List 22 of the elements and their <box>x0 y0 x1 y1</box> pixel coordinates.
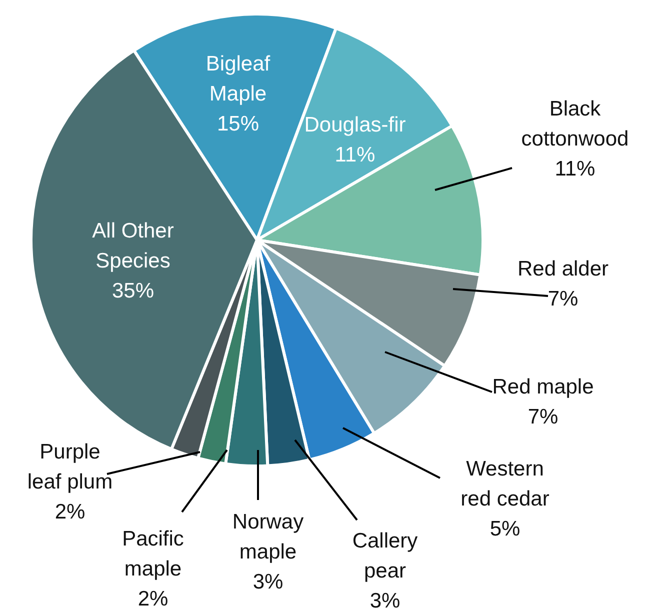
slice-label: Pacific maple <box>122 528 184 581</box>
data-label: 3% <box>252 570 284 594</box>
data-label: 2% <box>54 500 86 524</box>
slice-label: Western red cedar <box>460 458 550 511</box>
slice-label: All Other Species <box>92 220 174 273</box>
data-label: 2% <box>138 588 168 611</box>
slice-label: Red maple <box>492 376 594 399</box>
data-label: 35% <box>112 280 154 303</box>
data-label: 7% <box>548 288 578 311</box>
slice-label: Red alder <box>517 258 609 281</box>
slice-label: Norway maple <box>232 510 304 564</box>
slice-label: Callery pear <box>352 530 418 583</box>
data-label: 7% <box>528 406 558 429</box>
slice-label: Black cottonwood <box>521 98 629 151</box>
data-label: 11% <box>554 158 596 181</box>
data-label: 3% <box>370 590 400 612</box>
slice-label: Douglas-fir <box>304 114 406 137</box>
slice-label: Purple leaf plum <box>27 440 113 494</box>
slice-label: Bigleaf Maple <box>206 52 270 106</box>
data-label: 5% <box>490 518 520 541</box>
data-label: 15% <box>216 112 260 136</box>
data-label: 11% <box>334 144 376 167</box>
